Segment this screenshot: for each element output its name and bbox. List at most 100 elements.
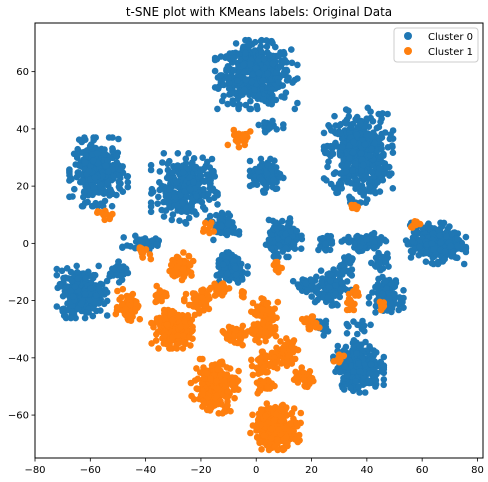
- data-point: [337, 286, 345, 294]
- data-point: [359, 317, 366, 325]
- data-point: [293, 374, 300, 381]
- data-point: [441, 255, 449, 263]
- data-point: [249, 371, 257, 379]
- data-point: [81, 199, 89, 207]
- data-point: [440, 219, 448, 227]
- data-point: [113, 152, 120, 159]
- data-point: [219, 410, 226, 417]
- data-point: [224, 100, 231, 108]
- data-point: [343, 120, 350, 127]
- data-point: [288, 59, 296, 67]
- point-group: [330, 337, 388, 396]
- data-point: [160, 213, 168, 220]
- data-point: [154, 200, 161, 207]
- data-point: [389, 149, 397, 156]
- data-point: [234, 95, 241, 103]
- data-point: [196, 355, 204, 363]
- point-group: [148, 306, 196, 352]
- data-point: [217, 222, 225, 230]
- data-point: [302, 279, 310, 287]
- point-group: [211, 36, 301, 113]
- data-point: [350, 337, 358, 344]
- data-point: [366, 183, 373, 191]
- data-point: [262, 337, 269, 345]
- data-point: [275, 79, 282, 86]
- data-point: [302, 383, 309, 390]
- data-point: [381, 129, 389, 136]
- data-point: [462, 247, 469, 254]
- data-point: [343, 168, 350, 175]
- data-point: [257, 406, 265, 413]
- point-group: [147, 150, 221, 227]
- data-point: [275, 426, 282, 433]
- data-point: [443, 233, 450, 240]
- data-point: [66, 167, 73, 175]
- data-point: [156, 168, 164, 175]
- point-group: [290, 364, 317, 391]
- data-point: [81, 314, 89, 322]
- data-point: [203, 296, 211, 304]
- data-point: [282, 230, 290, 238]
- data-point: [283, 67, 291, 75]
- data-point: [251, 86, 258, 93]
- data-point: [199, 390, 206, 398]
- data-point: [371, 139, 379, 147]
- data-point: [283, 253, 290, 261]
- data-point: [213, 377, 220, 385]
- data-point: [345, 253, 352, 260]
- data-point: [245, 40, 252, 48]
- data-point: [383, 164, 390, 171]
- data-point: [437, 239, 445, 246]
- data-point: [103, 289, 111, 296]
- data-point: [224, 228, 232, 235]
- data-point: [263, 170, 271, 178]
- data-point: [60, 274, 67, 282]
- data-point: [318, 278, 326, 286]
- data-point: [255, 69, 263, 77]
- data-point: [322, 240, 329, 248]
- data-point: [234, 130, 241, 138]
- data-point: [115, 258, 122, 266]
- data-point: [244, 270, 251, 277]
- data-point: [277, 224, 285, 231]
- data-point: [358, 167, 365, 174]
- data-point: [353, 233, 360, 241]
- data-point: [389, 127, 397, 134]
- data-point: [210, 236, 217, 244]
- data-point: [284, 76, 292, 83]
- data-point: [185, 150, 192, 157]
- data-point: [252, 64, 260, 72]
- data-point: [53, 303, 61, 310]
- data-point: [246, 157, 254, 165]
- data-point: [223, 364, 231, 371]
- data-point: [124, 178, 132, 186]
- data-point: [304, 287, 311, 294]
- data-point: [262, 412, 270, 420]
- data-point: [325, 158, 332, 165]
- data-point: [184, 312, 192, 319]
- data-point: [165, 192, 172, 199]
- point-group: [315, 232, 336, 254]
- data-point: [264, 70, 272, 78]
- data-point: [153, 241, 160, 248]
- data-point: [93, 292, 100, 299]
- data-point: [326, 271, 334, 278]
- data-point: [97, 307, 104, 314]
- data-point: [232, 386, 239, 393]
- data-point: [361, 141, 369, 148]
- data-point: [119, 285, 127, 293]
- data-point: [333, 189, 340, 197]
- data-point: [208, 167, 215, 175]
- data-point: [336, 152, 344, 159]
- data-point: [345, 113, 353, 120]
- data-point: [291, 105, 299, 113]
- data-point: [132, 232, 139, 240]
- data-point: [260, 363, 268, 371]
- data-point: [214, 201, 221, 208]
- data-point: [372, 377, 380, 384]
- data-point: [63, 283, 71, 291]
- data-point: [191, 290, 199, 298]
- data-point: [308, 277, 315, 285]
- data-point: [260, 55, 268, 63]
- data-point: [363, 131, 371, 139]
